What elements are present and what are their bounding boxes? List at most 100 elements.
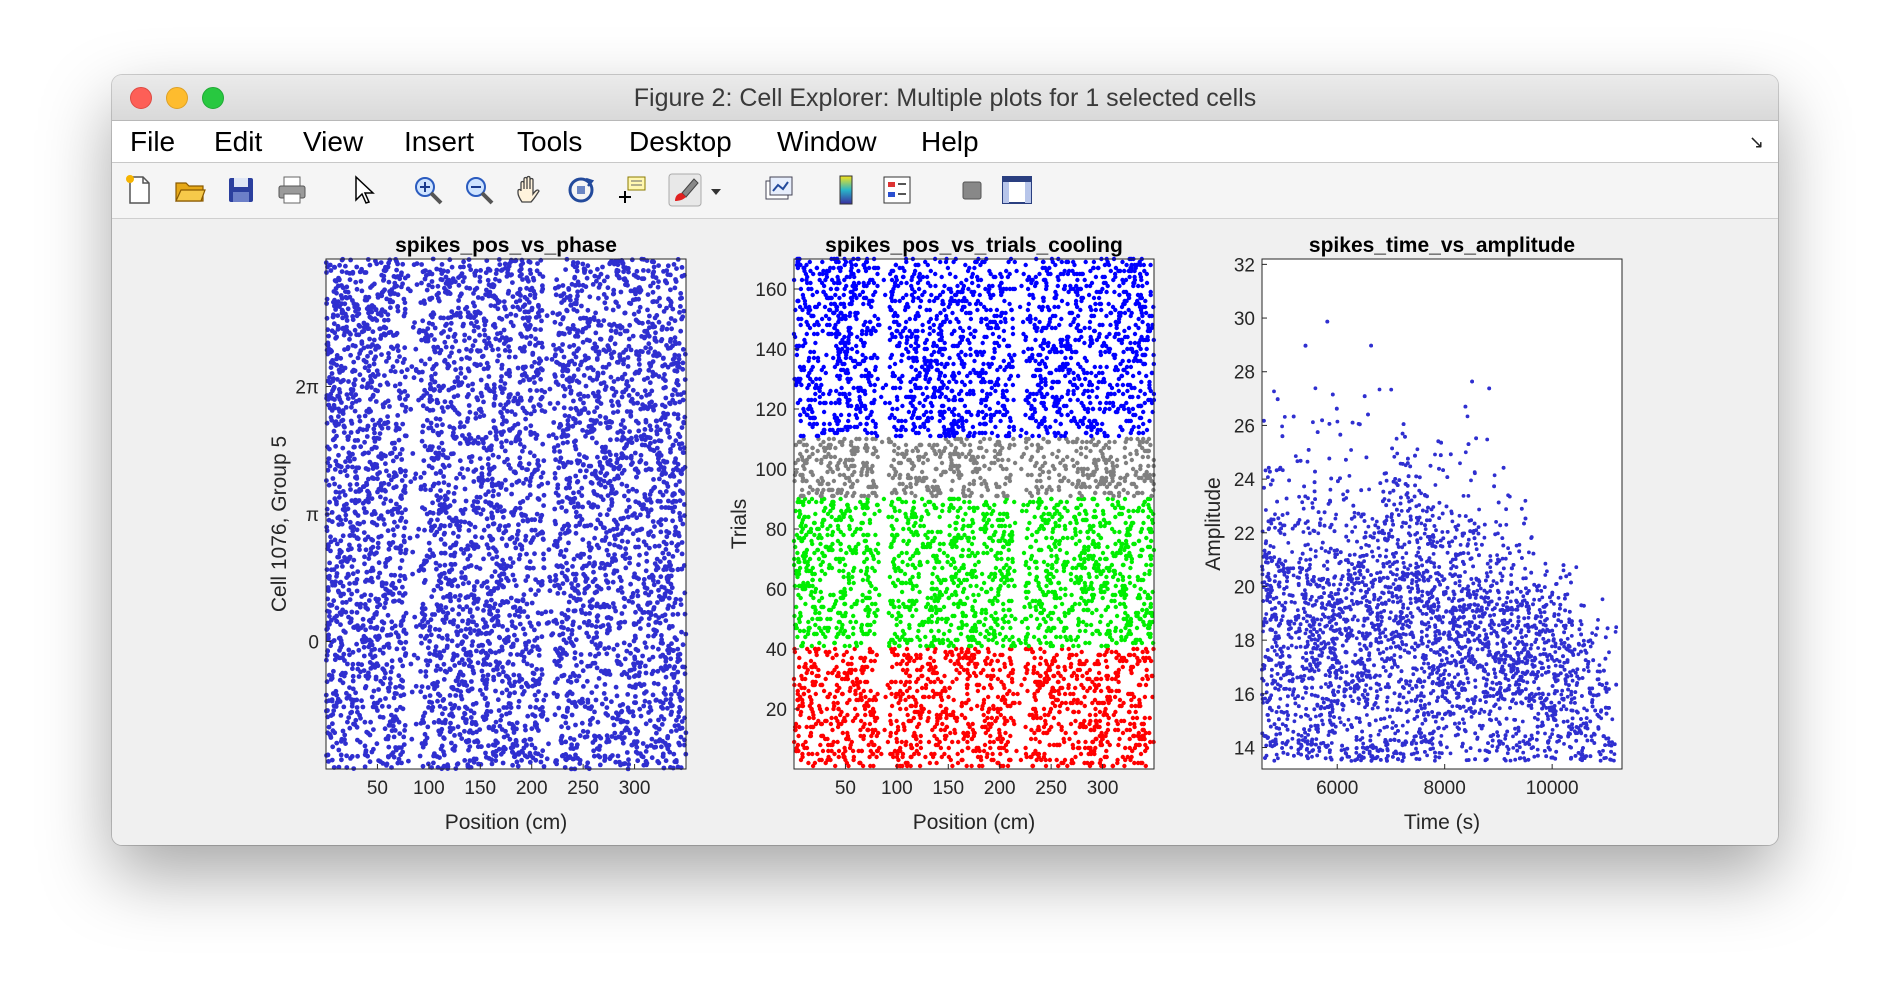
data-point <box>612 730 618 736</box>
link-plot-icon[interactable] <box>762 173 796 207</box>
data-point <box>391 470 397 475</box>
data-point <box>337 390 343 395</box>
data-point <box>587 554 592 560</box>
data-point <box>675 542 681 547</box>
data-point <box>669 540 675 546</box>
data-point <box>610 307 616 313</box>
menu-help[interactable]: Help <box>921 126 979 157</box>
zoom-out-icon[interactable] <box>462 173 496 207</box>
data-point <box>420 601 426 607</box>
data-point <box>361 328 367 334</box>
show-plot-tools-icon[interactable] <box>1000 173 1034 207</box>
data-point <box>499 509 505 514</box>
data-point <box>650 289 656 295</box>
brush-icon[interactable] <box>668 173 702 207</box>
data-point <box>656 646 661 652</box>
zoom-in-icon[interactable] <box>411 173 445 207</box>
save-icon[interactable] <box>224 173 258 207</box>
data-point <box>571 490 576 496</box>
data-point <box>481 327 487 333</box>
menu-desktop[interactable]: Desktop <box>629 126 732 157</box>
data-point <box>354 705 360 710</box>
data-point <box>475 440 481 446</box>
data-point <box>501 406 507 411</box>
data-point <box>556 658 562 664</box>
data-point <box>614 267 620 273</box>
data-point <box>663 395 669 401</box>
data-point <box>474 648 479 654</box>
data-point <box>471 507 477 513</box>
title-bar[interactable]: Figure 2: Cell Explorer: Multiple plots … <box>112 75 1778 121</box>
data-point <box>604 705 610 710</box>
data-point <box>588 706 593 712</box>
data-point <box>375 471 380 477</box>
menu-window[interactable]: Window <box>777 126 877 157</box>
menu-edit[interactable]: Edit <box>214 126 263 157</box>
data-point <box>527 450 533 455</box>
data-point <box>454 629 459 635</box>
figure-canvas[interactable]: 50 100 150 200 250 300 0 π 2π spikes_pos_vs_pha… <box>112 219 1778 845</box>
data-point <box>567 755 573 760</box>
data-point <box>611 261 617 267</box>
rotate-3d-icon[interactable] <box>564 173 598 207</box>
data-point <box>540 367 545 373</box>
undock-arrow-icon[interactable]: ↘ <box>1748 132 1764 152</box>
data-point <box>573 576 578 582</box>
data-point <box>534 666 540 672</box>
data-point <box>334 618 339 624</box>
data-point <box>498 602 503 608</box>
print-icon[interactable] <box>275 173 309 207</box>
data-point <box>566 540 571 546</box>
data-point <box>337 484 342 490</box>
data-point <box>519 684 524 690</box>
data-point <box>578 652 584 657</box>
brush-dropdown-icon[interactable] <box>706 173 726 207</box>
data-point <box>623 387 629 392</box>
data-point <box>647 545 652 551</box>
pointer-icon[interactable] <box>346 173 380 207</box>
data-point <box>406 758 411 764</box>
data-point <box>670 518 675 524</box>
hide-plot-tools-icon[interactable] <box>955 173 989 207</box>
data-point <box>576 673 582 679</box>
data-point <box>493 433 499 439</box>
open-file-icon[interactable] <box>173 173 207 207</box>
menu-file[interactable]: File <box>130 126 176 157</box>
minimize-window-button[interactable] <box>166 87 188 109</box>
x-tick-label: 250 <box>567 778 599 799</box>
data-point <box>354 724 360 730</box>
data-point <box>530 275 536 281</box>
data-point <box>678 328 684 334</box>
close-window-button[interactable] <box>130 87 152 109</box>
data-point <box>677 704 682 710</box>
data-point <box>373 354 378 360</box>
pan-icon[interactable] <box>513 173 547 207</box>
data-point <box>650 574 656 580</box>
data-point <box>599 538 605 543</box>
data-point <box>624 726 629 731</box>
data-point <box>331 386 336 392</box>
data-point <box>651 259 657 265</box>
menu-view[interactable]: View <box>303 126 364 157</box>
data-point <box>454 653 460 658</box>
data-point <box>495 613 501 619</box>
data-point <box>444 321 449 327</box>
data-point <box>664 534 670 540</box>
data-point <box>647 313 652 319</box>
colorbar-icon[interactable] <box>829 173 863 207</box>
data-point <box>392 598 398 604</box>
data-point <box>590 660 596 666</box>
menu-insert[interactable]: Insert <box>404 126 475 157</box>
data-point <box>508 319 514 325</box>
maximize-window-button[interactable] <box>202 87 224 109</box>
data-cursor-icon[interactable] <box>615 173 649 207</box>
data-point <box>589 690 595 695</box>
legend-icon[interactable] <box>880 173 914 207</box>
new-figure-icon[interactable] <box>122 173 156 207</box>
data-point <box>587 652 593 657</box>
data-point <box>366 368 371 374</box>
menu-tools[interactable]: Tools <box>517 126 583 157</box>
